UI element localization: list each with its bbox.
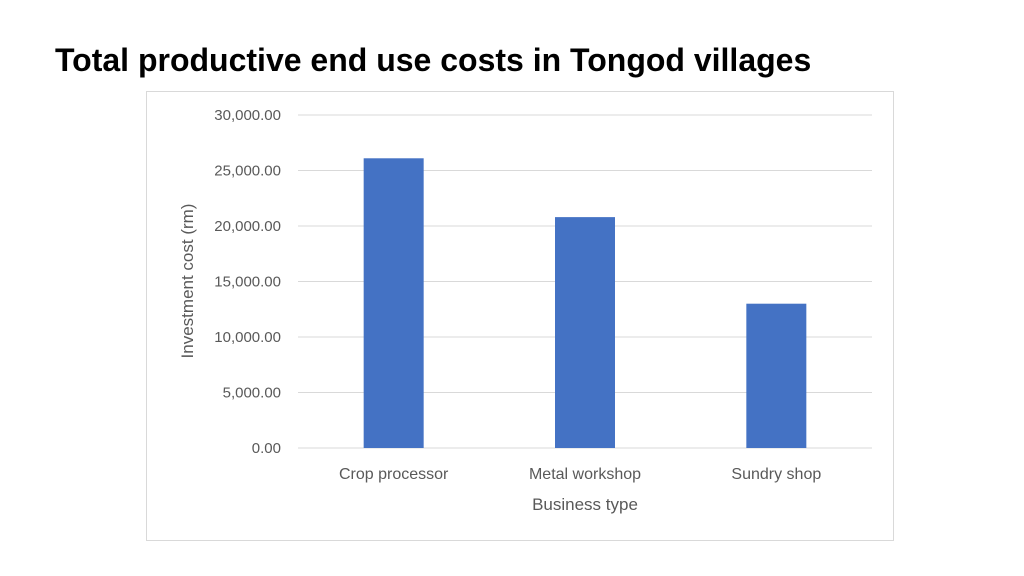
y-axis-ticks: 0.00 5,000.00 10,000.00 15,000.00 20,000.00 2… [214, 107, 281, 457]
x-tick-label: Sundry shop [731, 466, 821, 483]
bar-metal-workshop [555, 217, 615, 448]
x-axis-ticks: Crop processor Metal workshop Sundry shop [339, 466, 821, 483]
y-tick-label: 30,000.00 [214, 107, 281, 124]
x-tick-label: Crop processor [339, 466, 449, 483]
slide-title: Total productive end use costs in Tongod… [55, 42, 812, 78]
y-tick-label: 20,000.00 [214, 218, 281, 235]
y-tick-label: 10,000.00 [214, 329, 281, 346]
y-tick-label: 0.00 [252, 440, 281, 457]
y-tick-label: 25,000.00 [214, 163, 281, 180]
y-tick-label: 15,000.00 [214, 274, 281, 291]
bars [363, 158, 807, 449]
x-axis-label: Business type [532, 495, 638, 514]
y-axis-label: Investment cost (rm) [178, 204, 197, 359]
bar-crop-processor [363, 158, 424, 449]
x-tick-label: Metal workshop [529, 466, 641, 483]
bar-sundry-shop [746, 303, 807, 448]
y-tick-label: 5,000.00 [223, 385, 281, 402]
